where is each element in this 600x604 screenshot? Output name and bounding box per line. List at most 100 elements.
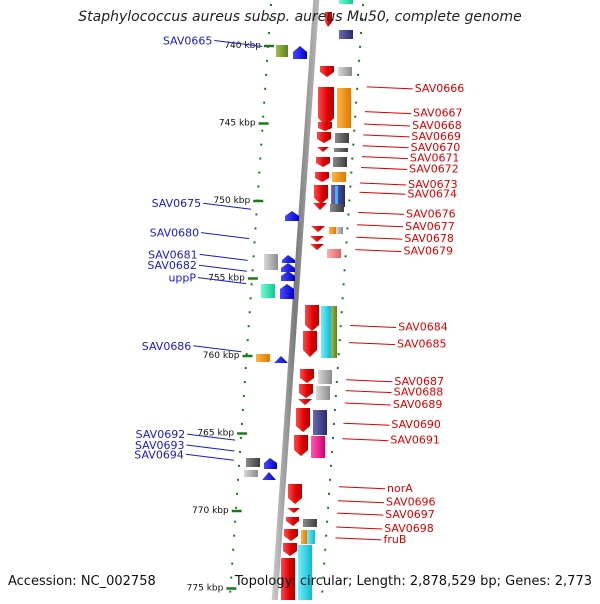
accession-label: Accession: NC_002758 <box>8 574 156 589</box>
gene-leader-line <box>338 500 385 504</box>
gene-label-right[interactable]: norA <box>387 482 413 495</box>
gene-label-right[interactable]: SAV0673 <box>408 178 458 191</box>
scale-tick-label: 750 kbp <box>214 196 251 206</box>
gene-label-left[interactable]: SAV0665 <box>163 34 213 47</box>
gene-label-right[interactable]: SAV0669 <box>411 130 461 143</box>
forward-gene-arrow <box>303 331 317 357</box>
gene-label-right[interactable]: SAV0674 <box>407 187 457 200</box>
forward-gene-arrow <box>286 517 299 526</box>
feature-block <box>298 545 312 600</box>
feature-block <box>333 157 347 167</box>
gene-leader-line <box>214 39 263 47</box>
feature-block <box>337 88 351 128</box>
feature-block <box>335 186 338 206</box>
gene-leader-line <box>345 390 392 394</box>
gene-leader-line <box>337 512 384 516</box>
gene-leader-line <box>186 444 235 452</box>
gene-label-right[interactable]: SAV0666 <box>415 82 465 95</box>
forward-gene-arrow <box>283 543 297 556</box>
feature-block <box>339 30 353 39</box>
gene-leader-line <box>366 86 413 90</box>
feature-block <box>339 0 353 4</box>
gene-leader-line <box>193 345 242 353</box>
gene-label-right[interactable]: SAV0691 <box>390 434 440 447</box>
gene-label-right[interactable]: SAV0668 <box>412 119 462 132</box>
feature-block <box>301 530 307 544</box>
reverse-gene-arrow <box>293 46 307 59</box>
feature-block <box>307 530 315 544</box>
gene-leader-line <box>359 191 406 195</box>
gene-leader-line <box>357 224 404 228</box>
gene-leader-line <box>356 236 403 240</box>
forward-gene-arrow <box>310 244 324 250</box>
gene-leader-line <box>361 156 408 160</box>
feature-block <box>316 386 330 400</box>
genome-axis <box>271 0 320 604</box>
gene-label-left[interactable]: SAV0675 <box>152 197 202 210</box>
gene-label-right[interactable]: fruB <box>383 533 406 546</box>
forward-gene-arrow <box>305 305 319 331</box>
gene-label-left[interactable]: SAV0694 <box>134 448 184 461</box>
gene-label-left[interactable]: SAV0682 <box>147 259 197 272</box>
gene-label-right[interactable]: SAV0670 <box>411 141 461 154</box>
gene-label-right[interactable]: SAV0678 <box>404 232 454 245</box>
gene-label-left[interactable]: SAV0681 <box>148 248 198 261</box>
gene-leader-line <box>187 433 236 441</box>
gene-label-right[interactable]: SAV0696 <box>386 496 436 509</box>
gene-leader-line <box>358 211 405 215</box>
gene-label-right[interactable]: SAV0698 <box>384 522 434 535</box>
gene-leader-line <box>185 453 234 461</box>
gene-label-right[interactable]: SAV0676 <box>406 207 456 220</box>
gene-leader-line <box>365 111 412 115</box>
forward-gene-arrow <box>284 529 298 541</box>
gene-label-right[interactable]: SAV0689 <box>393 398 443 411</box>
forward-gene-arrow <box>311 226 325 232</box>
gene-label-right[interactable]: SAV0685 <box>397 338 447 351</box>
scale-ticks: 740 kbp 745 kbp 750 kbp 755 kbp 760 kbp 765 k… <box>187 41 274 594</box>
gene-leader-line <box>346 379 393 383</box>
gene-label-right[interactable]: SAV0672 <box>409 162 459 175</box>
feature-block <box>261 284 275 298</box>
forward-gene-arrow <box>315 172 329 182</box>
gene-leader-line <box>199 253 248 261</box>
forward-gene-arrow <box>325 12 332 27</box>
gene-label-right[interactable]: SAV0687 <box>394 375 444 388</box>
gene-label-right[interactable]: SAV0684 <box>398 321 448 334</box>
gene-label-left[interactable]: SAV0686 <box>142 340 192 353</box>
gene-label-right[interactable]: SAV0690 <box>391 418 441 431</box>
scale-tick-label: 760 kbp <box>203 351 240 361</box>
gene-label-left[interactable]: SAV0680 <box>150 227 200 240</box>
feature-block <box>303 519 317 527</box>
feature-block <box>338 67 352 76</box>
genome-summary-label: Topology: circular; Length: 2,878,529 bp… <box>234 574 592 589</box>
forward-gene-arrow <box>299 384 313 398</box>
reverse-gene-arrow <box>262 472 276 480</box>
gene-label-right[interactable]: SAV0677 <box>405 220 455 233</box>
feature-block <box>330 204 344 212</box>
reverse-gene-arrow <box>281 263 295 272</box>
forward-gene-arrow <box>313 203 327 210</box>
gene-leader-line <box>342 438 389 442</box>
scale-tick-label: 765 kbp <box>197 429 234 439</box>
gene-label-left[interactable]: uppP <box>168 272 196 285</box>
reverse-gene-arrow <box>274 356 288 363</box>
gene-leader-line <box>335 537 382 541</box>
feature-block <box>244 470 258 477</box>
feature-block <box>276 45 288 57</box>
forward-gene-arrow <box>298 399 312 405</box>
gene-label-right[interactable]: SAV0667 <box>413 107 463 120</box>
forward-gene-arrow <box>296 408 310 432</box>
gene-label-right[interactable]: SAV0688 <box>394 386 444 399</box>
gene-label-right[interactable]: SAV0697 <box>385 508 435 521</box>
gene-label-right[interactable]: SAV0671 <box>410 152 460 165</box>
gene-leader-line <box>360 182 407 186</box>
gene-label-left[interactable]: SAV0693 <box>135 439 185 452</box>
gene-leader-line <box>362 145 409 149</box>
right-gene-labels: SAV0666SAV0667SAV0668SAV0669SAV0670SAV06… <box>335 82 464 546</box>
gene-label-right[interactable]: SAV0679 <box>403 245 453 258</box>
scale-tick-label: 770 kbp <box>192 506 229 516</box>
forward-gene-arrow <box>281 558 295 600</box>
gene-label-left[interactable]: SAV0692 <box>136 428 186 441</box>
